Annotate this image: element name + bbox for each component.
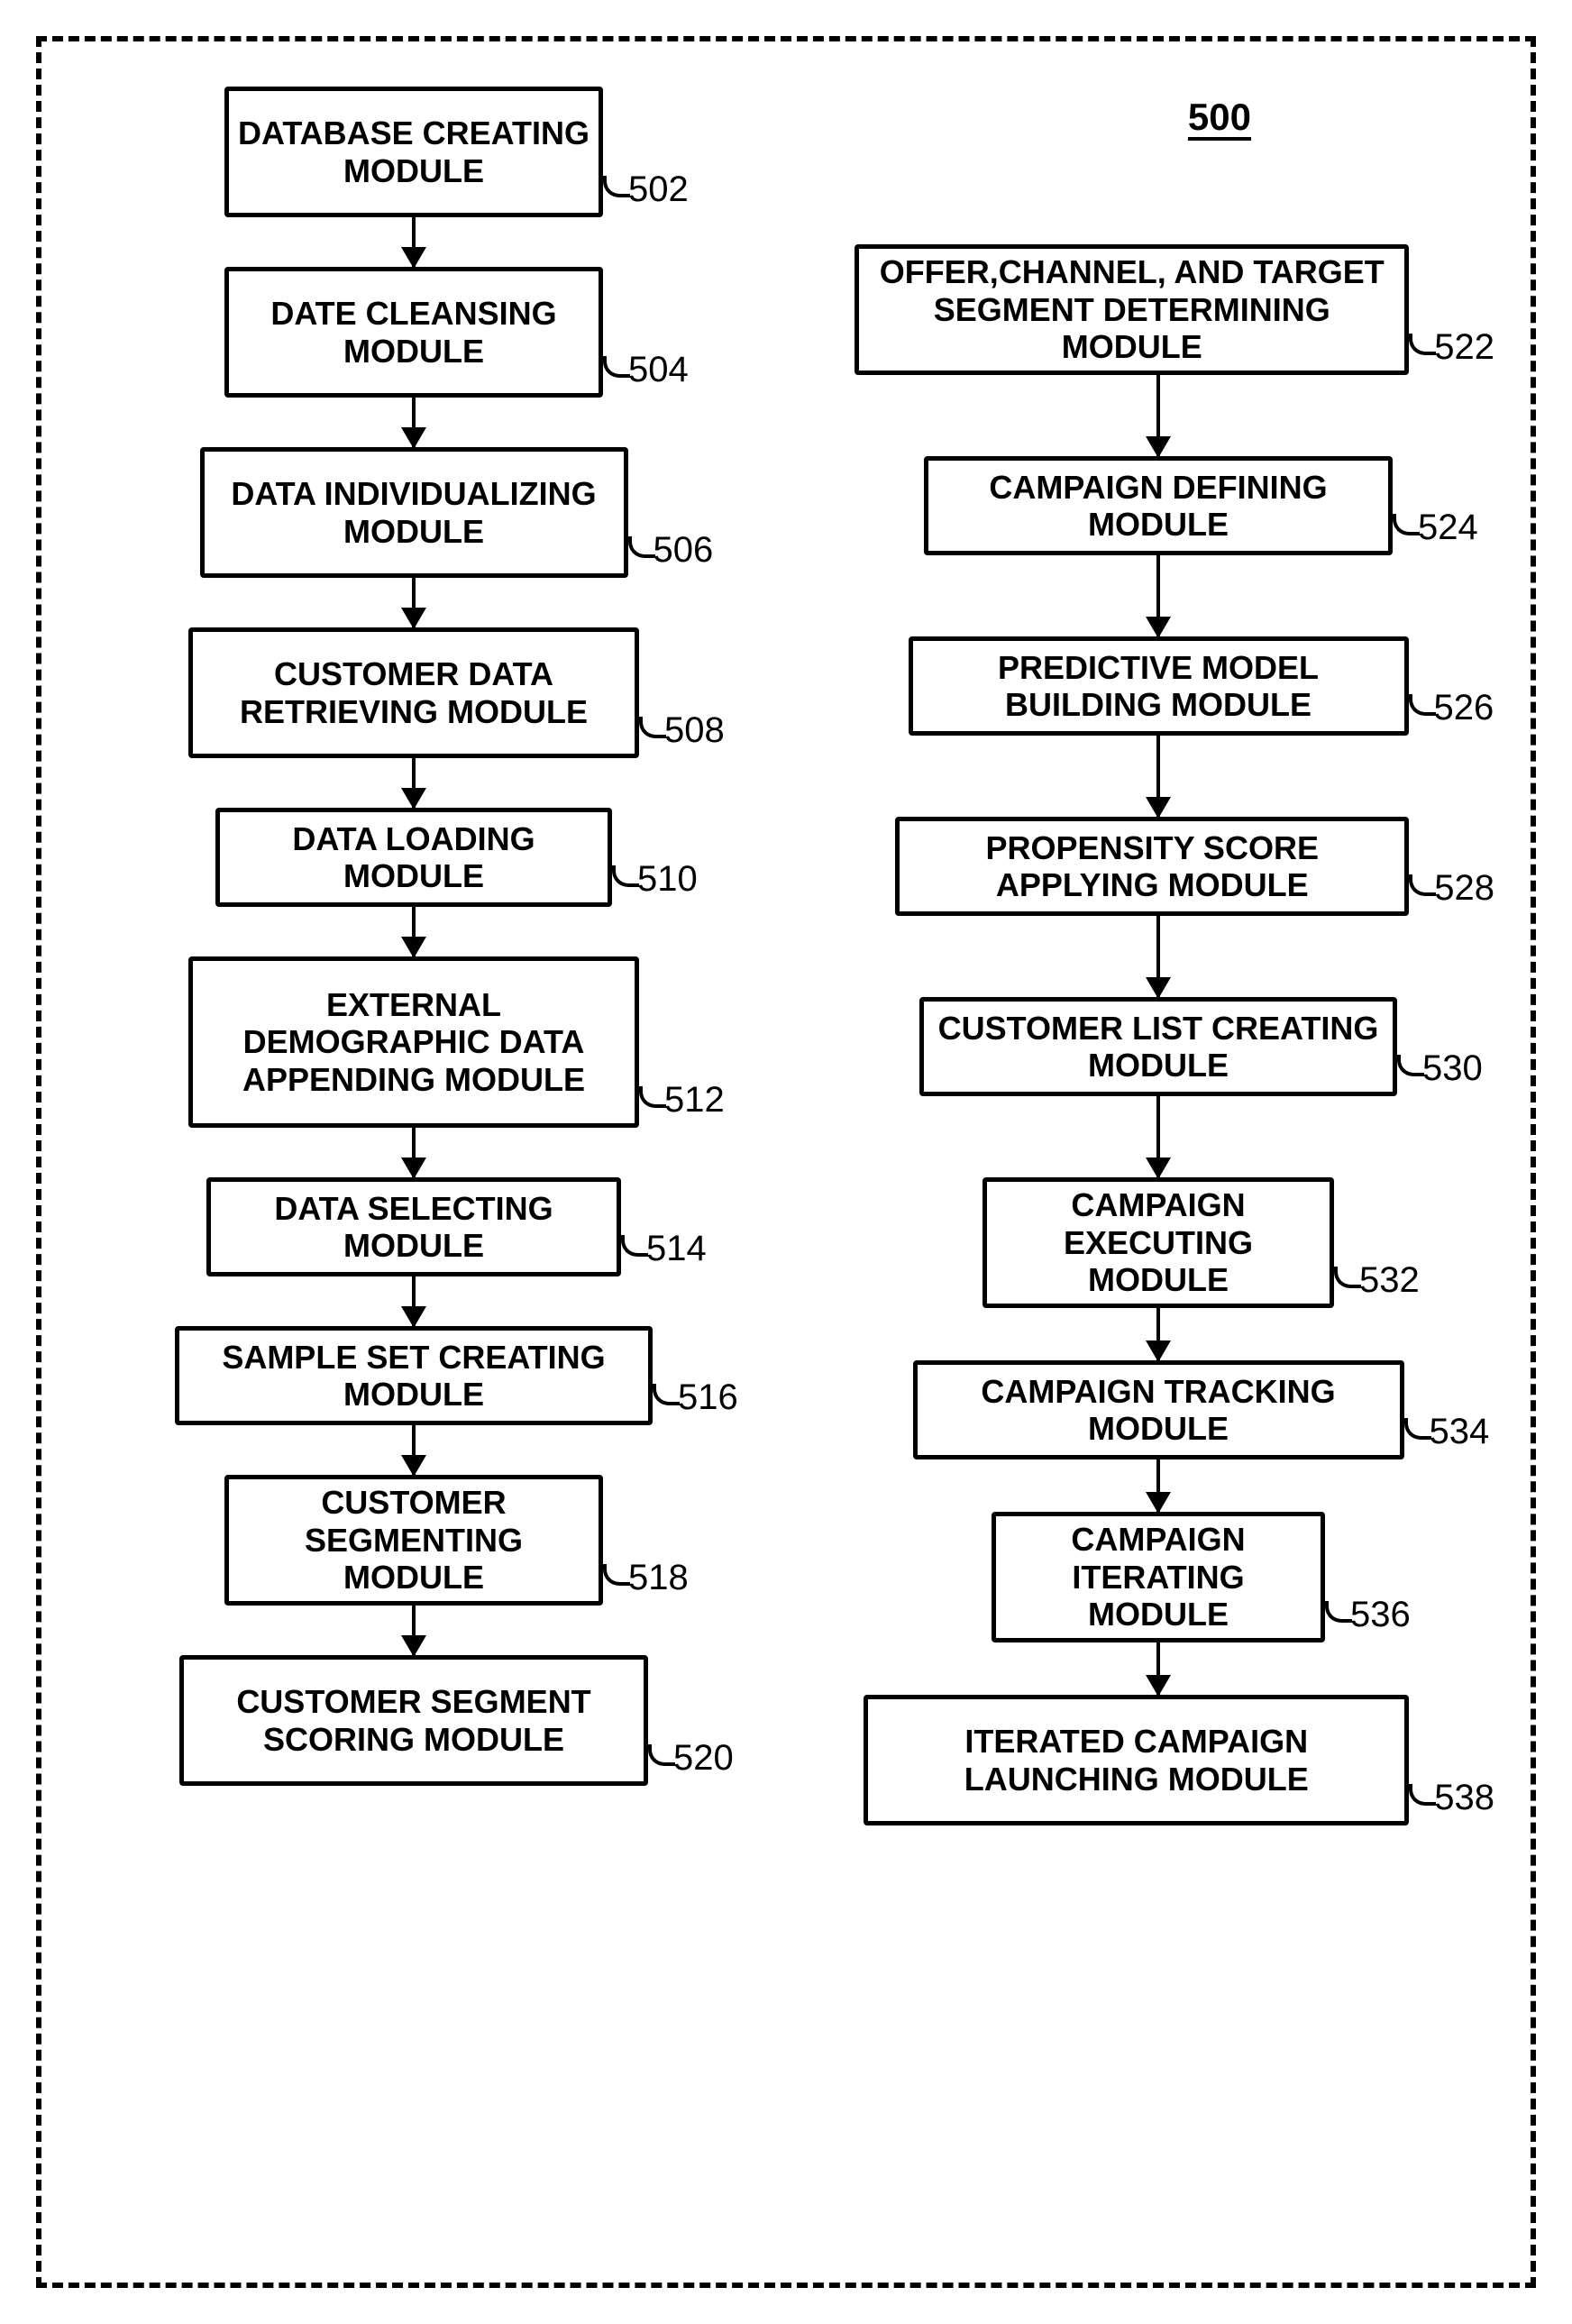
reference-number: 506 xyxy=(653,530,714,571)
flow-node: PREDICTIVE MODEL BUILDING MODULE 526 xyxy=(822,636,1494,736)
reference-number: 516 xyxy=(678,1377,738,1418)
flow-node: PROPENSITY SCORE APPLYING MODULE 528 xyxy=(822,817,1494,916)
flow-node: CAMPAIGN ITERATING MODULE 536 xyxy=(822,1512,1494,1642)
module-box: DATA LOADING MODULE xyxy=(215,808,612,907)
flow-node: CUSTOMER SEGMENTING MODULE 518 xyxy=(78,1475,750,1606)
flow-node: CAMPAIGN TRACKING MODULE 534 xyxy=(822,1360,1494,1459)
module-box: CUSTOMER SEGMENTING MODULE xyxy=(224,1475,603,1606)
flow-node: DATE CLEANSING MODULE 504 xyxy=(78,267,750,398)
flow-node: SAMPLE SET CREATING MODULE 516 xyxy=(78,1326,750,1425)
flow-node: DATA SELECTING MODULE 514 xyxy=(78,1177,750,1276)
module-box: CAMPAIGN TRACKING MODULE xyxy=(913,1360,1404,1459)
reference-number: 502 xyxy=(628,169,689,210)
diagram-container: 500 DATABASE CREATING MODULE 502 DATE CLEA… xyxy=(36,36,1536,2288)
arrow-down-icon xyxy=(412,1128,416,1177)
module-box: PREDICTIVE MODEL BUILDING MODULE xyxy=(909,636,1409,736)
reference-number: 530 xyxy=(1422,1048,1483,1089)
reference-number: 514 xyxy=(646,1229,707,1269)
flow-node: CUSTOMER SEGMENT SCORING MODULE 520 xyxy=(78,1655,750,1786)
arrow-down-icon xyxy=(1156,736,1160,817)
columns: DATABASE CREATING MODULE 502 DATE CLEANSIN… xyxy=(78,87,1494,2237)
module-box: DATA INDIVIDUALIZING MODULE xyxy=(200,447,628,578)
module-box: PROPENSITY SCORE APPLYING MODULE xyxy=(895,817,1409,916)
arrow-down-icon xyxy=(412,1276,416,1326)
module-box: DATE CLEANSING MODULE xyxy=(224,267,603,398)
arrow-down-icon xyxy=(1156,916,1160,997)
module-box: ITERATED CAMPAIGN LAUNCHING MODULE xyxy=(864,1695,1409,1825)
module-box: DATABASE CREATING MODULE xyxy=(224,87,603,217)
reference-number: 520 xyxy=(673,1738,734,1779)
flow-node: CAMPAIGN DEFINING MODULE 524 xyxy=(822,456,1494,555)
flow-node: OFFER,CHANNEL, AND TARGET SEGMENT DETERM… xyxy=(822,244,1494,375)
reference-number: 522 xyxy=(1434,327,1494,368)
module-box: CAMPAIGN EXECUTING MODULE xyxy=(982,1177,1334,1308)
module-box: SAMPLE SET CREATING MODULE xyxy=(175,1326,653,1425)
module-box: CAMPAIGN ITERATING MODULE xyxy=(992,1512,1325,1642)
right-column: OFFER,CHANNEL, AND TARGET SEGMENT DETERM… xyxy=(822,87,1494,2237)
arrow-down-icon xyxy=(412,907,416,956)
flow-node: DATABASE CREATING MODULE 502 xyxy=(78,87,750,217)
reference-number: 512 xyxy=(664,1080,725,1121)
arrow-down-icon xyxy=(1156,1096,1160,1177)
reference-number: 518 xyxy=(628,1558,689,1598)
reference-number: 534 xyxy=(1430,1412,1490,1452)
module-box: OFFER,CHANNEL, AND TARGET SEGMENT DETERM… xyxy=(855,244,1409,375)
arrow-down-icon xyxy=(1156,1642,1160,1695)
flow-node: ITERATED CAMPAIGN LAUNCHING MODULE 538 xyxy=(822,1695,1494,1825)
module-box: CUSTOMER DATA RETRIEVING MODULE xyxy=(188,627,639,758)
arrow-down-icon xyxy=(412,398,416,447)
module-box: CAMPAIGN DEFINING MODULE xyxy=(924,456,1393,555)
reference-number: 526 xyxy=(1434,688,1494,728)
module-box: DATA SELECTING MODULE xyxy=(206,1177,621,1276)
reference-number: 508 xyxy=(664,710,725,751)
arrow-down-icon xyxy=(1156,1459,1160,1512)
arrow-down-icon xyxy=(1156,1308,1160,1360)
arrow-down-icon xyxy=(412,217,416,267)
arrow-down-icon xyxy=(1156,375,1160,456)
reference-number: 510 xyxy=(637,859,698,900)
reference-number: 528 xyxy=(1434,868,1494,909)
arrow-down-icon xyxy=(1156,555,1160,636)
arrow-down-icon xyxy=(412,1606,416,1655)
flow-node: CUSTOMER LIST CREATING MODULE 530 xyxy=(822,997,1494,1096)
reference-number: 504 xyxy=(628,350,689,390)
left-column: DATABASE CREATING MODULE 502 DATE CLEANSIN… xyxy=(78,87,750,2237)
flow-node: EXTERNAL DEMOGRAPHIC DATA APPENDING MODU… xyxy=(78,956,750,1128)
flow-node: DATA INDIVIDUALIZING MODULE 506 xyxy=(78,447,750,578)
reference-number: 524 xyxy=(1418,508,1478,548)
flow-node: DATA LOADING MODULE 510 xyxy=(78,808,750,907)
flow-node: CUSTOMER DATA RETRIEVING MODULE 508 xyxy=(78,627,750,758)
module-box: CUSTOMER SEGMENT SCORING MODULE xyxy=(179,1655,648,1786)
module-box: CUSTOMER LIST CREATING MODULE xyxy=(919,997,1397,1096)
reference-number: 538 xyxy=(1434,1778,1494,1818)
arrow-down-icon xyxy=(412,1425,416,1475)
arrow-down-icon xyxy=(412,578,416,627)
arrow-down-icon xyxy=(412,758,416,808)
diagram-title: 500 xyxy=(1188,96,1251,139)
flow-node: CAMPAIGN EXECUTING MODULE 532 xyxy=(822,1177,1494,1308)
reference-number: 532 xyxy=(1359,1260,1420,1301)
reference-number: 536 xyxy=(1350,1595,1411,1635)
module-box: EXTERNAL DEMOGRAPHIC DATA APPENDING MODU… xyxy=(188,956,639,1128)
